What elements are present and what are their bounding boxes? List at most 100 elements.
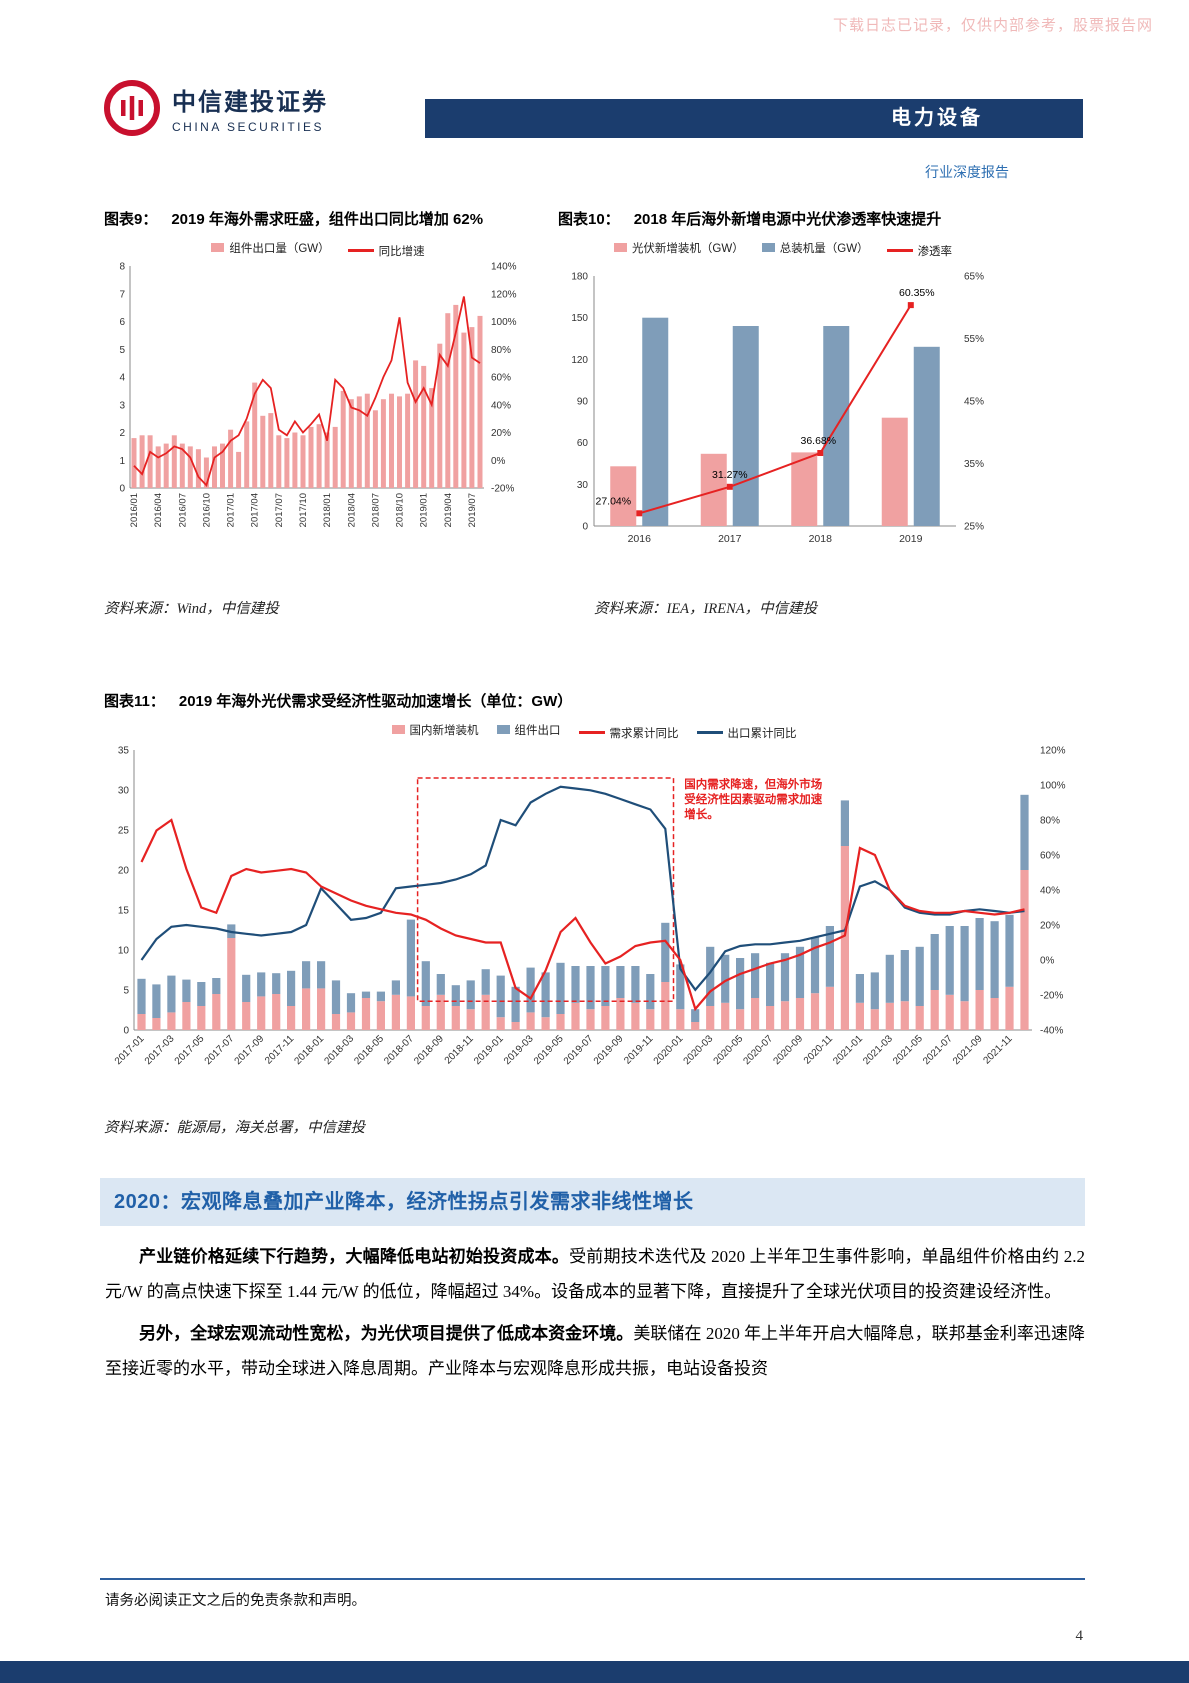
svg-text:2017-07: 2017-07 [203, 1033, 237, 1067]
svg-text:2021-03: 2021-03 [861, 1033, 895, 1067]
svg-text:2: 2 [119, 428, 125, 439]
svg-text:0: 0 [582, 522, 588, 533]
axis: 0 5 10 15 20 25 30 35 -40% -20% 0% 20% 40% 60% 80% 100%… [118, 746, 1066, 1037]
disclaimer: 请务必阅读正文之后的免责条款和声明。 [105, 1593, 366, 1609]
svg-text:2018: 2018 [809, 533, 833, 545]
yoy-growth-line [133, 296, 481, 487]
legend-item: 组件出口 [496, 722, 561, 738]
x-axis-labels: 2017-012017-032017-052017-072017-092017-… [113, 1033, 1015, 1067]
figure10-chart: 0 30 60 90 120 150 180 25% 35% 45% 55% 65% 27.04% 31.… [571, 272, 984, 546]
svg-text:2017/07: 2017/07 [274, 493, 285, 527]
paragraph-1: 产业链价格延续下行趋势，大幅降低电站初始投资成本。受前期技术迭代及 2020 上… [105, 1240, 1085, 1310]
svg-text:35%: 35% [964, 459, 984, 470]
svg-text:2018-07: 2018-07 [382, 1033, 416, 1067]
axis: 0 1 2 3 4 5 6 7 8 -20% 0% 20% 40% 60% 80% 100% 120% 140% [119, 262, 516, 495]
svg-text:2019-07: 2019-07 [562, 1033, 596, 1067]
line-swatch [696, 731, 723, 734]
svg-text:31.27%: 31.27% [712, 469, 748, 481]
svg-text:20%: 20% [1040, 921, 1060, 932]
bar-swatch [613, 243, 627, 252]
svg-text:4: 4 [119, 373, 125, 384]
svg-text:2019-09: 2019-09 [592, 1033, 626, 1067]
svg-text:25: 25 [118, 826, 130, 837]
figure10-heading: 2018 年后海外新增电源中光伏渗透率快速提升 [633, 211, 942, 228]
legend-label: 总装机量（GW） [779, 242, 869, 255]
svg-text:2017-11: 2017-11 [263, 1033, 297, 1067]
svg-text:2020-09: 2020-09 [771, 1033, 805, 1067]
svg-text:2017/04: 2017/04 [250, 493, 261, 527]
page-number: 4 [1075, 1628, 1084, 1644]
watermark: 下载日志已记录，仅供内部参考，股票报告网 [832, 17, 1153, 34]
svg-text:150: 150 [571, 313, 588, 324]
svg-text:6: 6 [119, 317, 125, 328]
svg-text:5: 5 [119, 345, 125, 356]
export-volume-bars [131, 304, 483, 488]
figure11-legend: 国内新增装机 组件出口 需求累计同比 出口累计同比 [104, 721, 1084, 741]
paragraph-1-rest: 受前期技术迭代及 2020 上半年卫生事件影响，单晶组件价格由约 2.2 元/W… [105, 1247, 1086, 1301]
body-text: 产业链价格延续下行趋势，大幅降低电站初始投资成本。受前期技术迭代及 2020 上… [105, 1240, 1085, 1393]
figure9-chart: 0 1 2 3 4 5 6 7 8 -20% 0% 20% 40% 60% 80% 100% 120% 140% 2… [119, 262, 516, 528]
legend-item: 出口累计同比 [696, 725, 797, 741]
svg-text:2017-05: 2017-05 [173, 1033, 207, 1067]
svg-text:2018/07: 2018/07 [370, 493, 381, 527]
svg-text:2017/10: 2017/10 [298, 493, 309, 527]
legend-label: 国内新增装机 [409, 724, 479, 737]
svg-text:36.68%: 36.68% [800, 435, 836, 447]
svg-text:35: 35 [118, 746, 130, 757]
bottom-bar [0, 1661, 1189, 1683]
figure10-legend: 光伏新增装机（GW） 总装机量（GW） 渗透率 [558, 239, 1008, 259]
svg-text:80%: 80% [1040, 816, 1060, 827]
svg-text:2019/01: 2019/01 [419, 493, 430, 527]
svg-text:60%: 60% [491, 373, 511, 384]
svg-text:100%: 100% [1040, 781, 1066, 792]
legend-label: 组件出口量（GW） [229, 242, 330, 255]
svg-text:2016: 2016 [628, 533, 652, 545]
figure10-source: 资料来源：IEA，IRENA，中信建投 [594, 601, 818, 617]
svg-text:10: 10 [118, 946, 130, 957]
figure11-heading: 2019 年海外光伏需求受经济性驱动加速增长（单位：GW） [178, 693, 573, 710]
svg-text:2018/10: 2018/10 [395, 493, 406, 527]
legend-item: 渗透率 [886, 243, 952, 259]
svg-text:90: 90 [577, 397, 589, 408]
svg-text:2020-03: 2020-03 [682, 1033, 716, 1067]
svg-text:1: 1 [119, 456, 125, 467]
svg-text:15: 15 [118, 906, 130, 917]
figure11: 图表11： 2019 年海外光伏需求受经济性驱动加速增长（单位：GW） 国内新增… [104, 690, 1084, 1105]
svg-text:2020-07: 2020-07 [741, 1033, 775, 1067]
svg-text:2018/04: 2018/04 [346, 493, 357, 527]
legend-label: 光伏新增装机（GW） [631, 242, 744, 255]
svg-text:40%: 40% [491, 400, 511, 411]
paragraph-2: 另外，全球宏观流动性宽松，为光伏项目提供了低成本资金环境。美联储在 2020 年… [105, 1317, 1085, 1387]
svg-text:60%: 60% [1040, 851, 1060, 862]
svg-text:0%: 0% [1040, 956, 1055, 967]
svg-text:增长。: 增长。 [684, 807, 719, 821]
logo-name-en: CHINA SECURITIES [172, 120, 325, 134]
svg-text:2018-11: 2018-11 [443, 1033, 477, 1067]
x-axis-labels: 2016 2017 2018 2019 [628, 533, 923, 545]
legend-label: 同比增速 [378, 245, 425, 258]
svg-text:2019/04: 2019/04 [443, 493, 454, 527]
svg-text:2018/01: 2018/01 [322, 493, 333, 527]
svg-text:2019-05: 2019-05 [532, 1033, 566, 1067]
svg-text:0: 0 [123, 1026, 129, 1037]
svg-text:2017-01: 2017-01 [113, 1033, 147, 1067]
legend-item: 同比增速 [347, 243, 425, 259]
legend-item: 光伏新增装机（GW） [613, 240, 744, 256]
citic-logo-icon [104, 80, 160, 136]
sector-banner: 电力设备 [425, 99, 1083, 138]
legend-item: 需求累计同比 [578, 725, 679, 741]
svg-text:25%: 25% [964, 522, 984, 533]
figure9: 图表9： 2019 年海外需求旺盛，组件出口同比增加 62% 组件出口量（GW）… [104, 208, 532, 560]
section-heading: 2020：宏观降息叠加产业降本，经济性拐点引发需求非线性增长 [100, 1178, 1085, 1226]
svg-text:30: 30 [577, 480, 589, 491]
svg-text:2018-01: 2018-01 [292, 1033, 326, 1067]
svg-text:2019/07: 2019/07 [467, 493, 478, 527]
figure11-title: 图表11： 2019 年海外光伏需求受经济性驱动加速增长（单位：GW） [104, 690, 1084, 711]
legend-item: 总装机量（GW） [761, 240, 869, 256]
svg-text:55%: 55% [964, 334, 984, 345]
figure9-label: 图表9： [104, 211, 158, 228]
bar-swatch [761, 243, 775, 252]
figure10-title: 图表10： 2018 年后海外新增电源中光伏渗透率快速提升 [558, 208, 1008, 229]
svg-text:-40%: -40% [1040, 1026, 1063, 1037]
figure10-label: 图表10： [558, 211, 620, 228]
